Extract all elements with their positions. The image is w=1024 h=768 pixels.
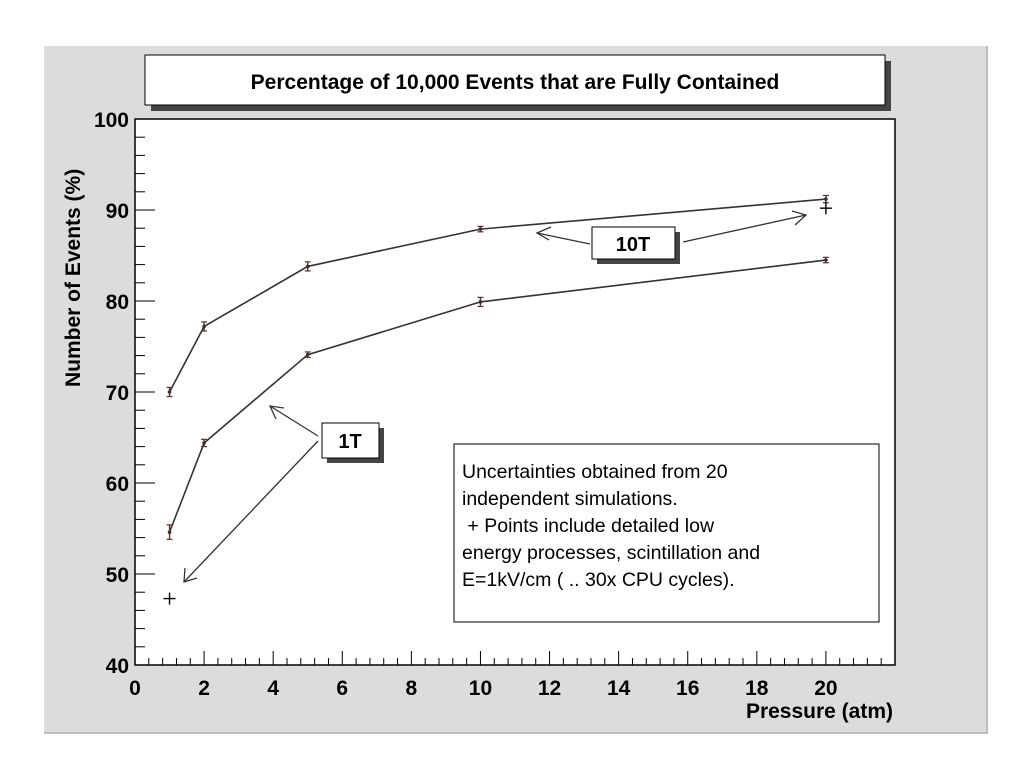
x-tick-label: 0	[129, 677, 141, 700]
label-1t: 1T	[338, 431, 361, 453]
x-tick-label: 18	[745, 677, 769, 700]
plus-point-10t	[819, 202, 832, 215]
x-tick-label: 6	[336, 677, 348, 700]
arrow-10t-left-head	[535, 226, 552, 241]
y-axis-title: Number of Events (%)	[62, 169, 85, 387]
label-10t: 10T	[616, 234, 650, 256]
arrow-10t-right-head	[791, 210, 808, 226]
y-tick-label: 50	[106, 564, 129, 587]
series-1t	[166, 256, 829, 541]
axis-ticks	[134, 118, 896, 666]
note-line-4: energy processes, scintillation and	[462, 542, 760, 564]
arrow-1t-up	[269, 405, 319, 437]
arrow-1t-up-head	[268, 405, 285, 420]
x-tick-label: 14	[607, 677, 631, 700]
y-tick-label: 80	[106, 291, 129, 314]
y-tick-label: 60	[106, 473, 129, 496]
label-box-1t: 1T	[321, 422, 384, 463]
x-tick-label: 12	[538, 677, 561, 700]
title-box: Percentage of 10,000 Events that are Ful…	[144, 54, 891, 111]
x-tick-label: 2	[198, 677, 210, 700]
data-point	[167, 390, 172, 394]
note-box: Uncertainties obtained from 20 independe…	[453, 443, 880, 623]
series-layer	[166, 194, 829, 541]
x-tick-label: 20	[814, 677, 837, 700]
series-10t	[166, 194, 829, 398]
x-tick-label: 8	[406, 677, 418, 700]
note-line-3: + Points include detailed low	[462, 515, 715, 537]
data-point	[824, 197, 828, 201]
y-tick-label: 100	[94, 109, 129, 132]
arrow-1t-down-head	[183, 567, 198, 583]
x-tick-label: 10	[469, 677, 492, 700]
x-axis-title: Pressure (atm)	[746, 700, 893, 723]
extra-points-layer	[163, 202, 832, 605]
axis-tick-labels: 0 2 4 6 8 10 12 14 16 18 20 40 50 60 70 80 90 100	[94, 109, 838, 700]
note-line-1: Uncertainties obtained from 20	[462, 461, 728, 483]
arrow-1t-down	[183, 440, 319, 583]
data-point	[167, 530, 172, 534]
label-box-10t: 10T	[591, 226, 680, 264]
x-tick-label: 16	[676, 677, 699, 700]
data-point	[478, 227, 483, 231]
annotation-arrows	[183, 210, 808, 583]
plus-point-1t	[163, 592, 176, 605]
chart-title: Percentage of 10,000 Events that are Ful…	[251, 71, 780, 94]
y-tick-label: 90	[106, 200, 129, 223]
data-point	[202, 324, 206, 329]
arrow-10t-right	[682, 214, 807, 243]
data-point	[305, 352, 310, 357]
data-point	[824, 258, 828, 262]
data-point	[202, 441, 206, 445]
data-point	[305, 264, 310, 269]
y-tick-label: 70	[106, 382, 129, 405]
x-tick-label: 4	[267, 677, 279, 700]
y-tick-label: 40	[106, 655, 129, 678]
data-point	[478, 300, 483, 304]
arrow-10t-left	[536, 232, 591, 245]
note-line-2: independent simulations.	[462, 488, 678, 510]
note-line-5: E=1kV/cm ( .. 30x CPU cycles).	[462, 569, 735, 591]
